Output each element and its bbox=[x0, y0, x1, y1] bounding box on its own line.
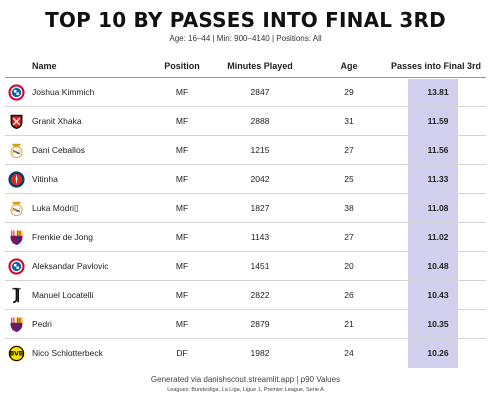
player-position: MF bbox=[175, 174, 189, 184]
real-madrid-crest-icon: MCF bbox=[8, 200, 25, 217]
player-age: 27 bbox=[344, 232, 354, 242]
header-name: Name bbox=[32, 61, 57, 71]
table-row: BVB Nico Schlotterbeck DF 1982 24 10.26 bbox=[5, 339, 486, 368]
footer-leagues: Leagues: Bundesliga, La Liga, Ligue 1, P… bbox=[167, 387, 324, 393]
player-position: MF bbox=[175, 203, 189, 213]
player-age: 26 bbox=[344, 290, 354, 300]
passes-column-highlight bbox=[408, 79, 458, 368]
passes-final-third-value: 10.35 bbox=[427, 319, 449, 329]
table-row: Frenkie de Jong MF 1143 27 11.02 bbox=[5, 223, 486, 252]
passes-final-third-value: 11.56 bbox=[427, 145, 449, 155]
passes-final-third-value: 11.08 bbox=[427, 203, 449, 213]
table-row: Manuel Locatelli MF 2822 26 10.43 bbox=[5, 281, 486, 310]
bayern-munich-crest-icon bbox=[8, 84, 25, 101]
bayern-munich-crest-icon bbox=[8, 258, 25, 275]
player-age: 27 bbox=[344, 145, 354, 155]
player-position: MF bbox=[175, 232, 189, 242]
minutes-played: 1215 bbox=[250, 145, 270, 155]
table-row: Pedri MF 2879 21 10.35 bbox=[5, 310, 486, 339]
player-name: Joshua Kimmich bbox=[32, 87, 95, 97]
svg-text:MCF: MCF bbox=[12, 208, 22, 214]
borussia-dortmund-crest-icon: BVB bbox=[8, 345, 25, 362]
passes-final-third-value: 11.02 bbox=[427, 232, 449, 242]
table-row: MCF Luka Modri▯ MF 1827 38 11.08 bbox=[5, 194, 486, 223]
minutes-played: 2888 bbox=[250, 116, 270, 126]
header-position: Position bbox=[164, 61, 200, 71]
player-age: 29 bbox=[344, 87, 354, 97]
minutes-played: 1982 bbox=[250, 348, 270, 358]
player-position: MF bbox=[175, 261, 189, 271]
player-position: MF bbox=[175, 116, 189, 126]
player-name: Dani Ceballos bbox=[32, 145, 85, 155]
player-name: Nico Schlotterbeck bbox=[32, 348, 103, 358]
player-position: MF bbox=[175, 87, 189, 97]
barcelona-crest-icon bbox=[8, 316, 25, 333]
table-row: Joshua Kimmich MF 2847 29 13.81 bbox=[5, 78, 486, 107]
player-age: 24 bbox=[344, 348, 354, 358]
passes-final-third-value: 10.26 bbox=[427, 348, 449, 358]
player-age: 25 bbox=[344, 174, 354, 184]
player-position: MF bbox=[175, 319, 189, 329]
passes-final-third-value: 11.59 bbox=[427, 116, 449, 126]
psg-crest-icon bbox=[8, 171, 25, 188]
real-madrid-crest-icon: MCF bbox=[8, 142, 25, 159]
player-name: Aleksandar Pavlovic bbox=[32, 261, 109, 271]
header-minutes: Minutes Played bbox=[227, 61, 293, 71]
bayer-leverkusen-crest-icon bbox=[8, 113, 25, 130]
table-header: Name Position Minutes Played Age Passes … bbox=[5, 56, 486, 78]
table-row: Vitinha MF 2042 25 11.33 bbox=[5, 165, 486, 194]
player-name: Vitinha bbox=[32, 174, 58, 184]
svg-text:MCF: MCF bbox=[12, 150, 22, 156]
minutes-played: 2042 bbox=[250, 174, 270, 184]
passes-final-third-value: 11.33 bbox=[427, 174, 449, 184]
minutes-played: 2847 bbox=[250, 87, 270, 97]
player-age: 38 bbox=[344, 203, 354, 213]
passes-final-third-value: 10.48 bbox=[427, 261, 449, 271]
barcelona-crest-icon bbox=[8, 229, 25, 246]
header-passes-final-third: Passes into Final 3rd bbox=[390, 61, 482, 71]
table-body: Joshua Kimmich MF 2847 29 13.81 Granit Xhaka M… bbox=[5, 78, 486, 368]
player-name: Granit Xhaka bbox=[32, 116, 82, 126]
player-name: Frenkie de Jong bbox=[32, 232, 93, 242]
player-position: DF bbox=[176, 348, 188, 358]
minutes-played: 1827 bbox=[250, 203, 270, 213]
stats-table: Name Position Minutes Played Age Passes … bbox=[5, 56, 486, 368]
minutes-played: 1451 bbox=[250, 261, 270, 271]
player-name: Pedri bbox=[32, 319, 52, 329]
juventus-crest-icon bbox=[8, 287, 25, 304]
footer-source: Generated via danishscout.streamlit.app … bbox=[150, 375, 341, 384]
table-row: Aleksandar Pavlovic MF 1451 20 10.48 bbox=[5, 252, 486, 281]
player-position: MF bbox=[175, 290, 189, 300]
player-name: Manuel Locatelli bbox=[32, 290, 94, 300]
header-age: Age bbox=[340, 61, 358, 71]
table-row: Granit Xhaka MF 2888 31 11.59 bbox=[5, 107, 486, 136]
passes-final-third-value: 10.43 bbox=[427, 290, 449, 300]
filter-subtitle: Age: 16–44 | Min: 900–4140 | Positions: … bbox=[169, 34, 322, 43]
page-title: TOP 10 BY PASSES INTO FINAL 3RD bbox=[45, 8, 446, 32]
minutes-played: 2822 bbox=[250, 290, 270, 300]
minutes-played: 2879 bbox=[250, 319, 270, 329]
minutes-played: 1143 bbox=[250, 232, 270, 242]
player-name: Luka Modri▯ bbox=[32, 203, 79, 213]
table-row: MCF Dani Ceballos MF 1215 27 11.56 bbox=[5, 136, 486, 165]
player-age: 31 bbox=[344, 116, 354, 126]
player-age: 20 bbox=[344, 261, 354, 271]
svg-text:BVB: BVB bbox=[10, 351, 24, 358]
player-position: MF bbox=[175, 145, 189, 155]
player-age: 21 bbox=[344, 319, 354, 329]
passes-final-third-value: 13.81 bbox=[427, 87, 449, 97]
